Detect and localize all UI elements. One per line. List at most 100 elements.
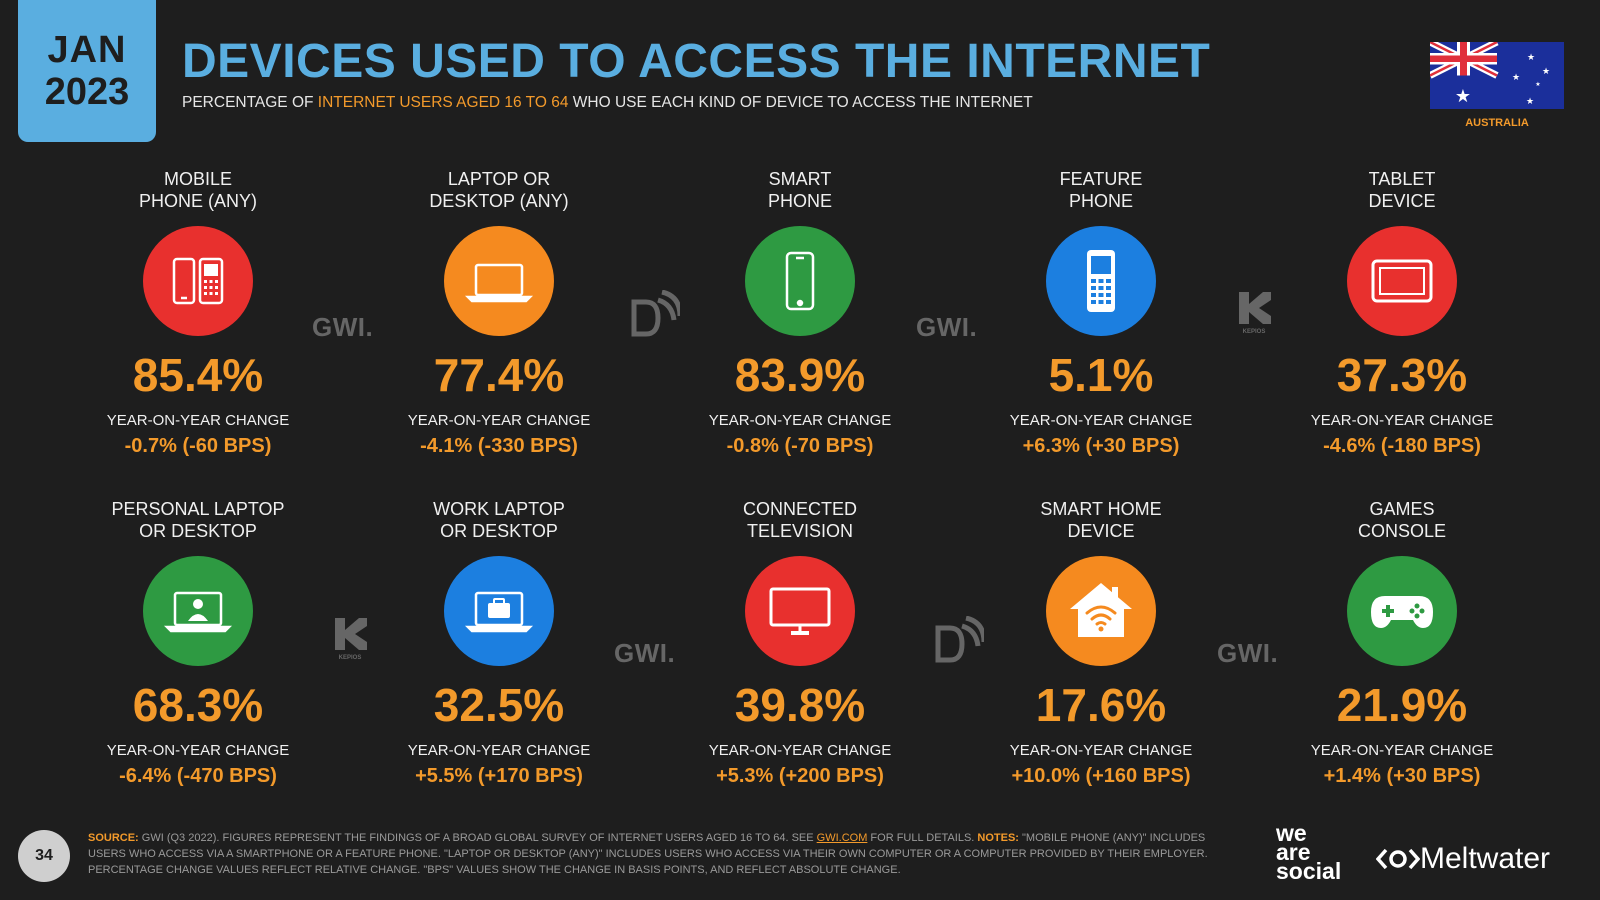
yoy-label: YEAR-ON-YEAR CHANGE bbox=[106, 742, 290, 759]
yoy-label: YEAR-ON-YEAR CHANGE bbox=[1310, 412, 1494, 429]
svg-text:★: ★ bbox=[1527, 53, 1535, 63]
card-label-line-1: CONNECTED bbox=[742, 499, 857, 519]
gamepad-icon bbox=[1347, 556, 1457, 666]
notes-text: "MOBILE PHONE (ANY)" INCLUDES USERS WHO … bbox=[88, 832, 1208, 876]
card-label-line-2: DESKTOP (ANY) bbox=[429, 191, 569, 211]
card-label: SMART HOME DEVICE bbox=[981, 498, 1221, 542]
kepios-label: KEPIOS bbox=[338, 655, 362, 661]
card-label-line-2: PHONE bbox=[1068, 191, 1133, 211]
card-label: PERSONAL LAPTOP OR DESKTOP bbox=[78, 498, 318, 542]
card-label-line-2: DEVICE bbox=[1067, 521, 1135, 541]
kepios-logo-icon bbox=[335, 618, 367, 650]
source-label: SOURCE: bbox=[88, 832, 139, 844]
card-label-line-1: GAMES bbox=[1369, 499, 1435, 519]
card-label-line-2: OR DESKTOP bbox=[440, 521, 558, 541]
yoy-value: +5.3% (+200 BPS) bbox=[716, 765, 884, 787]
flag-country-label: AUSTRALIA bbox=[1465, 117, 1529, 129]
card-value: 39.8% bbox=[734, 679, 866, 731]
kepios-label: KEPIOS bbox=[1242, 329, 1266, 335]
card-feature-phone: FEATURE PHONE 5.1% YEAR-ON-YEAR CHANGE +6… bbox=[981, 168, 1221, 458]
kepios-logo-icon bbox=[1239, 292, 1271, 324]
yoy-value: +1.4% (+30 BPS) bbox=[1323, 765, 1481, 787]
card-label: FEATURE PHONE bbox=[981, 168, 1221, 212]
card-value: 5.1% bbox=[1048, 349, 1154, 401]
yoy-label: YEAR-ON-YEAR CHANGE bbox=[1009, 412, 1193, 429]
we-are-social-logo: we are social bbox=[1276, 820, 1342, 884]
card-label: LAPTOP OR DESKTOP (ANY) bbox=[379, 168, 619, 212]
smart-home-icon bbox=[1046, 556, 1156, 666]
svg-text:★: ★ bbox=[1535, 81, 1540, 88]
subtitle-pre: PERCENTAGE OF bbox=[182, 94, 318, 111]
gwi-watermark: GWI. bbox=[1217, 638, 1279, 668]
card-tablet-device: TABLET DEVICE 37.3% YEAR-ON-YEAR CHANGE -… bbox=[1282, 168, 1522, 458]
card-laptop-or-desktop-any: LAPTOP OR DESKTOP (ANY) 77.4% YEAR-ON-YEA… bbox=[379, 168, 619, 458]
card-mobile-phone-any: MOBILE PHONE (ANY) 85.4% YEAR-ON-YEAR CHA… bbox=[78, 168, 318, 458]
logo-are: are bbox=[1276, 839, 1311, 865]
yoy-label: YEAR-ON-YEAR CHANGE bbox=[407, 742, 591, 759]
yoy-value: +10.0% (+160 BPS) bbox=[1011, 765, 1191, 787]
card-label-line-2: TELEVISION bbox=[746, 521, 854, 541]
yoy-label: YEAR-ON-YEAR CHANGE bbox=[708, 412, 892, 429]
yoy-value: -0.8% (-70 BPS) bbox=[726, 435, 874, 457]
logo-we: we bbox=[1276, 820, 1307, 846]
subtitle-highlight: INTERNET USERS AGED 16 TO 64 bbox=[317, 94, 569, 111]
card-value: 83.9% bbox=[734, 349, 866, 401]
gwi-watermark: GWI. bbox=[614, 638, 676, 668]
card-label-line-1: SMART bbox=[768, 169, 832, 189]
card-label-line-2: PHONE bbox=[767, 191, 832, 211]
source-text: GWI (Q3 2022). FIGURES REPRESENT THE FIN… bbox=[138, 832, 817, 844]
yoy-value: -4.1% (-330 BPS) bbox=[420, 435, 578, 457]
svg-text:★: ★ bbox=[1512, 73, 1520, 83]
card-label-line-2: PHONE (ANY) bbox=[138, 191, 257, 211]
work-laptop-icon bbox=[444, 556, 554, 666]
meltwater-mark-icon bbox=[1376, 848, 1420, 870]
date-badge: JAN 2023 bbox=[18, 0, 156, 142]
yoy-value: +5.5% (+170 BPS) bbox=[415, 765, 583, 787]
television-icon bbox=[745, 556, 855, 666]
page-title: DEVICES USED TO ACCESS THE INTERNET bbox=[182, 35, 1211, 88]
card-value: 17.6% bbox=[1035, 679, 1167, 731]
card-value: 21.9% bbox=[1336, 679, 1468, 731]
card-personal-laptop-or-desktop: PERSONAL LAPTOP OR DESKTOP 68.3% YEAR-ON-… bbox=[78, 498, 318, 788]
gwi-watermark: GWI. bbox=[916, 312, 978, 342]
card-label: WORK LAPTOP OR DESKTOP bbox=[379, 498, 619, 542]
card-label-line-1: LAPTOP OR bbox=[447, 169, 551, 189]
card-label-line-2: CONSOLE bbox=[1357, 521, 1447, 541]
card-label-line-1: SMART HOME bbox=[1040, 499, 1162, 519]
yoy-label: YEAR-ON-YEAR CHANGE bbox=[1310, 742, 1494, 759]
yoy-value: -6.4% (-470 BPS) bbox=[119, 765, 277, 787]
personal-laptop-icon bbox=[143, 556, 253, 666]
card-label-line-1: TABLET bbox=[1368, 169, 1436, 189]
page-number: 34 bbox=[18, 830, 70, 882]
subtitle-post: WHO USE EACH KIND OF DEVICE TO ACCESS TH… bbox=[568, 94, 1033, 111]
yoy-label: YEAR-ON-YEAR CHANGE bbox=[106, 412, 290, 429]
card-smart-phone: SMART PHONE 83.9% YEAR-ON-YEAR CHANGE -0.… bbox=[680, 168, 920, 458]
feature-phone-icon bbox=[1046, 226, 1156, 336]
card-value: 68.3% bbox=[132, 679, 264, 731]
notes-label: NOTES: bbox=[977, 832, 1019, 844]
card-label: TABLET DEVICE bbox=[1282, 168, 1522, 212]
logo-social: social bbox=[1276, 858, 1342, 884]
date-year: 2023 bbox=[44, 71, 130, 113]
card-label: GAMES CONSOLE bbox=[1282, 498, 1522, 542]
card-label: SMART PHONE bbox=[680, 168, 920, 212]
australia-flag-icon: ★ ★ ★ ★ ★ ★ bbox=[1430, 42, 1564, 109]
card-work-laptop-or-desktop: WORK LAPTOP OR DESKTOP 32.5% YEAR-ON-YEAR… bbox=[379, 498, 619, 788]
card-label-line-1: MOBILE bbox=[163, 169, 233, 189]
laptop-icon bbox=[444, 226, 554, 336]
gwi-watermark: GWI. bbox=[312, 312, 374, 342]
card-connected-television: CONNECTED TELEVISION 39.8% YEAR-ON-YEAR C… bbox=[680, 498, 920, 788]
card-label-line-1: WORK LAPTOP bbox=[433, 499, 565, 519]
yoy-label: YEAR-ON-YEAR CHANGE bbox=[1009, 742, 1193, 759]
card-label-line-1: PERSONAL LAPTOP bbox=[111, 499, 285, 519]
mobile-phones-icon bbox=[143, 226, 253, 336]
source-link[interactable]: GWI.COM bbox=[816, 832, 868, 844]
datareportal-watermark-icon bbox=[628, 289, 683, 345]
card-smart-home-device: SMART HOME DEVICE 17.6% YEAR-ON-YEAR CHAN… bbox=[981, 498, 1221, 788]
svg-text:★: ★ bbox=[1542, 67, 1550, 77]
kepios-watermark: KEPIOS bbox=[330, 616, 370, 661]
card-label-line-2: DEVICE bbox=[1368, 191, 1436, 211]
yoy-label: YEAR-ON-YEAR CHANGE bbox=[407, 412, 591, 429]
card-value: 32.5% bbox=[433, 679, 565, 731]
card-value: 77.4% bbox=[433, 349, 565, 401]
